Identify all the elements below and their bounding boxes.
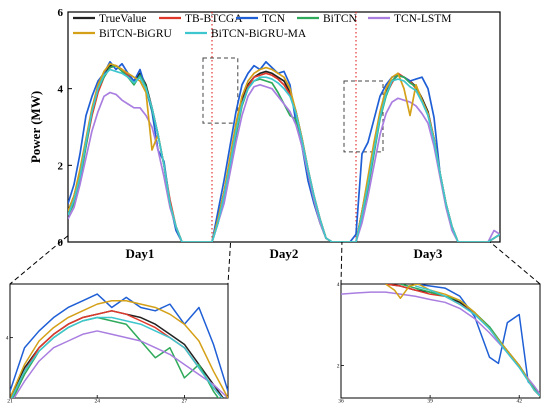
zoom-day3-series-bitcn-bigru xyxy=(385,284,540,397)
legend-item-tcn: TCN xyxy=(236,13,286,25)
day-label-3: Day3 xyxy=(414,246,443,261)
legend-item-tcn-lstm: TCN-LSTM xyxy=(368,13,452,25)
zoom-day2-y-tick-label-4: 4 xyxy=(6,336,9,342)
main-chart: 0 2 4 6 Day1 Day2 Day3 Power (MW) TrueValue TB… xyxy=(28,7,501,261)
main-series-tcn-lstm xyxy=(68,83,500,242)
main-y-tick-label-2: 2 xyxy=(58,160,64,172)
zoom-day2-x-tick-label-24: 24 xyxy=(94,399,100,404)
zoom-region-box-1 xyxy=(202,57,239,124)
legend-item-bitcn: BiTCN xyxy=(297,13,358,25)
legend-label-bitcn: BiTCN xyxy=(323,13,358,25)
main-series-bitcn-bigru-ma xyxy=(68,68,500,242)
zoom-day2-series-tcn-lstm xyxy=(13,330,228,398)
legend-label-bitcn-bigru-ma: BiTCN-BiGRU-MA xyxy=(211,28,307,40)
legend-item-tb-btcga: TB-BTCGA xyxy=(159,13,243,25)
legend-item-truevalue: TrueValue xyxy=(73,13,147,25)
zoom-panel-day2: 21 24 27 4 xyxy=(6,283,229,404)
zoom-panel-day3-frame xyxy=(340,283,541,399)
zoom-day3-x-tick-label-36: 36 xyxy=(338,399,344,404)
zoom-day2-series-bitcn-bigru-ma xyxy=(10,316,224,398)
main-plot-frame xyxy=(67,11,501,243)
zoom-panel-day3-ticks: 36 39 42 2 4 xyxy=(337,282,522,404)
zoom-day2-series-bitcn-bigru xyxy=(10,300,228,398)
zoom-day3-series-tcn xyxy=(415,284,540,395)
zoom-panel-day3: 36 39 42 2 4 xyxy=(337,282,541,404)
legend: TrueValue TB-BTCGA TCN BiTCN TCN-LSTM BiTCN-B… xyxy=(73,13,452,40)
day-label-1: Day1 xyxy=(126,246,155,261)
legend-item-bitcn-bigru: BiTCN-BiGRU xyxy=(73,28,173,40)
zoom-day2-x-tick-label-21: 21 xyxy=(7,399,13,404)
legend-label-tcn: TCN xyxy=(262,13,286,25)
zoom-day3-y-tick-label-2: 2 xyxy=(337,363,340,369)
main-y-tick-label-6: 6 xyxy=(58,7,64,19)
zoom-day3-y-tick-label-4: 4 xyxy=(337,282,340,288)
main-y-axis-ticks: 0 2 4 6 xyxy=(58,7,72,249)
legend-label-truevalue: TrueValue xyxy=(99,13,147,25)
main-series-lines xyxy=(68,60,500,242)
main-series-tcn xyxy=(68,60,500,242)
zoom-day3-series-bitcn-bigru-ma xyxy=(415,285,540,397)
main-y-axis-label: Power (MW) xyxy=(28,91,43,163)
zoom-panel-day2-ticks: 21 24 27 4 xyxy=(6,336,188,404)
zoom-day2-series-tcn xyxy=(10,293,228,392)
legend-label-bitcn-bigru: BiTCN-BiGRU xyxy=(99,28,173,40)
day-label-2: Day2 xyxy=(270,246,299,261)
zoom-day3-x-tick-label-39: 39 xyxy=(427,399,433,404)
main-day-labels: Day1 Day2 Day3 xyxy=(126,246,443,261)
zoom-panel-day3-series xyxy=(341,284,540,397)
main-y-tick-label-0: 0 xyxy=(58,237,64,249)
legend-label-tcn-lstm: TCN-LSTM xyxy=(394,13,452,25)
zoom-day3-x-tick-label-42: 42 xyxy=(516,399,522,404)
main-y-tick-label-4: 4 xyxy=(58,84,64,96)
legend-item-bitcn-bigru-ma: BiTCN-BiGRU-MA xyxy=(185,28,307,40)
zoom-day2-x-tick-label-27: 27 xyxy=(182,399,188,404)
zoom-panel-day2-series xyxy=(10,293,228,398)
legend-label-tb-btcga: TB-BTCGA xyxy=(185,13,243,25)
